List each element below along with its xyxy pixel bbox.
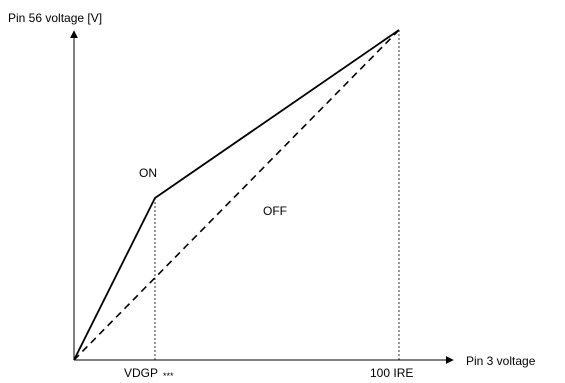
vdgp-tick-label: VDGP *** (124, 366, 174, 381)
vdgp-tick-label-subscript: *** (163, 371, 174, 381)
on-curve (73, 29, 400, 361)
off-curve-label: OFF (263, 204, 287, 218)
ire-tick-label: 100 IRE (370, 366, 413, 380)
y-axis-label: Pin 56 voltage [V] (8, 11, 102, 25)
off-curve (73, 29, 400, 361)
on-curve-label: ON (139, 166, 157, 180)
vdgp-tick-label-main: VDGP (124, 366, 158, 380)
x-axis-label: Pin 3 voltage (466, 354, 536, 368)
